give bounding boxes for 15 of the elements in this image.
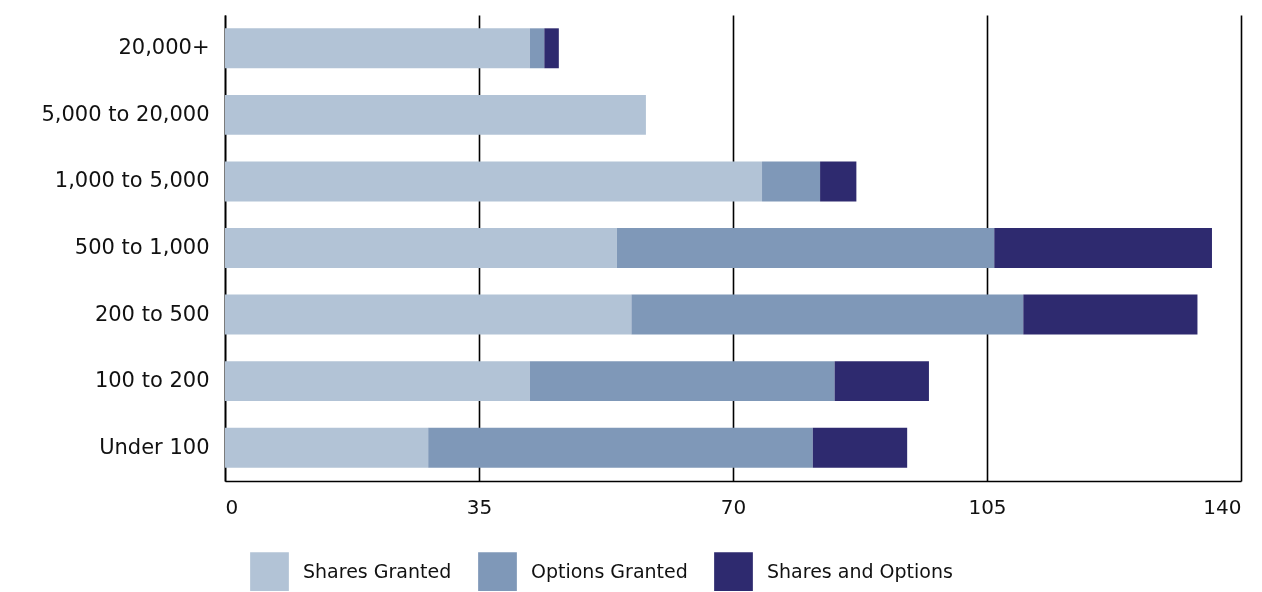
y-tick-label: 5,000 to 20,000 (41, 101, 210, 126)
y-tick-label: Under 100 (99, 434, 210, 459)
y-tick-label: 1,000 to 5,000 (54, 168, 210, 193)
x-tick-label: 70 (720, 494, 747, 519)
x-tick-label: 140 (1203, 494, 1242, 519)
y-tick-label: 100 to 200 (94, 368, 210, 393)
x-tick-label: 0 (225, 494, 239, 519)
x-tick-label: 105 (968, 494, 1007, 519)
y-tick-label: 200 to 500 (94, 301, 210, 326)
x-tick-label: 35 (466, 494, 493, 519)
legend-label: Shares and Options (767, 559, 953, 582)
y-tick-label: 500 to 1,000 (74, 235, 210, 259)
y-tick-label: 20,000+ (118, 35, 210, 60)
legend-label: Options Granted (531, 559, 688, 582)
legend-label: Shares Granted (303, 559, 452, 582)
